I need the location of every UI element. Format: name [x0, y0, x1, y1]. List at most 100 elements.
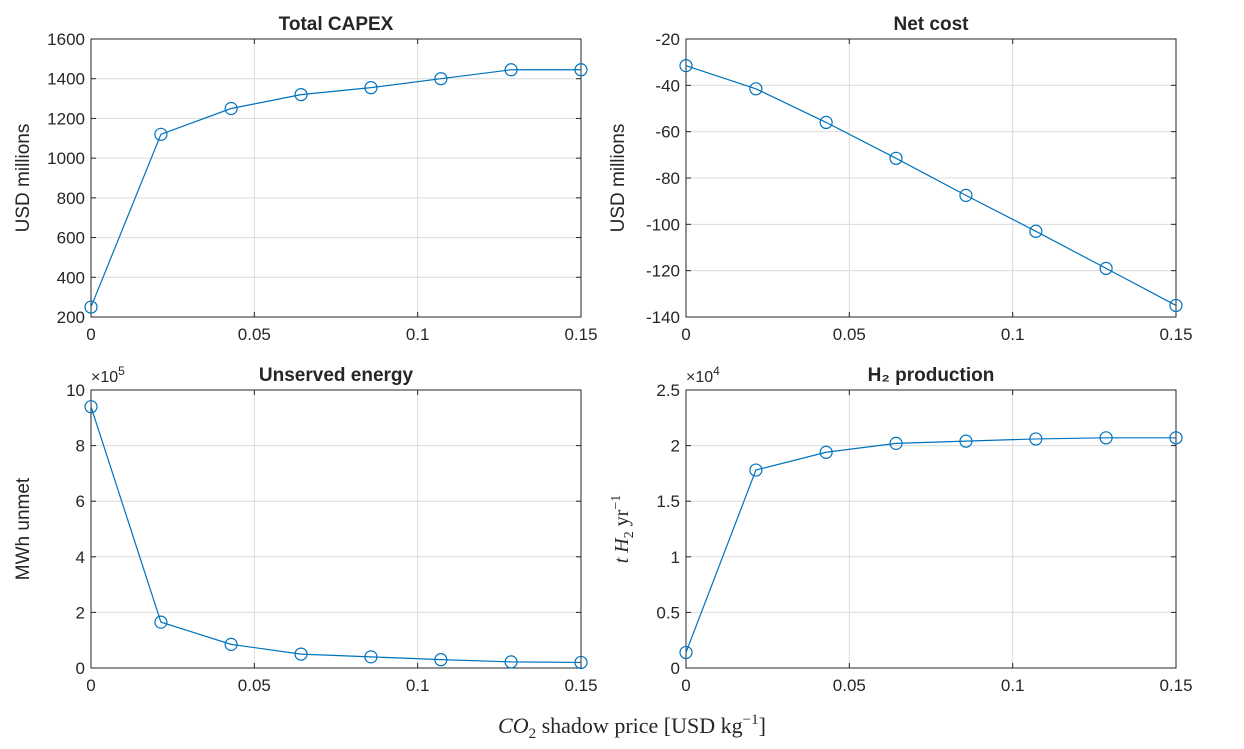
net-cost-ylabel: USD millions: [608, 124, 629, 233]
net-cost-ytick-label: -120: [646, 262, 680, 281]
unserved-energy-data-point: [504, 655, 518, 669]
capex-ytick-label: 1200: [47, 109, 85, 128]
capex-xtick-label: 0: [86, 325, 95, 344]
h2-production-xtick-label: 0.15: [1159, 676, 1192, 695]
capex-data-point: [84, 300, 98, 314]
net-cost-xtick-label: 0: [681, 325, 690, 344]
unserved-energy-ylabel: MWh unmet: [13, 477, 34, 580]
capex-ytick-label: 1400: [47, 70, 85, 89]
net-cost-data-point: [1029, 224, 1043, 238]
net-cost-ytick-label: -140: [646, 308, 680, 327]
net-cost-series-line: [685, 65, 1177, 306]
net-cost-data-point: [1169, 298, 1183, 313]
unserved-energy-title: Unserved energy: [259, 365, 414, 386]
capex-ytick-label: 400: [57, 268, 85, 287]
capex-plot-area: [91, 39, 581, 317]
net-cost-xtick-label: 0.05: [833, 325, 866, 344]
shared-x-axis-label: CO2 shadow price [USD kg−1]: [498, 712, 766, 742]
unserved-energy-ytick-label: 8: [76, 437, 85, 456]
h2-production-ytick-label: 1.5: [656, 492, 680, 511]
h2-production-data-point: [889, 436, 903, 450]
panel-unserved-energy: 0 0.05 0.1 0.15 0 2 4 6 8 10 Unserved energy MWh un…: [13, 364, 598, 695]
h2-production-ylabel: t H2 yr−1: [609, 495, 637, 564]
h2-production-data-point: [679, 645, 693, 660]
h2-production-ytick-label: 1: [671, 548, 680, 567]
capex-data-point: [224, 101, 238, 116]
unserved-energy-ytick-label: 4: [76, 548, 85, 567]
unserved-energy-xtick-label: 0.1: [406, 676, 430, 695]
capex-ytick-label: 600: [57, 229, 85, 248]
net-cost-data-point: [749, 82, 763, 96]
net-cost-data-point: [679, 59, 693, 73]
h2-production-xtick-label: 0.05: [833, 676, 866, 695]
capex-axes-box: [90, 38, 582, 318]
capex-ylabel: USD millions: [13, 124, 34, 233]
capex-xtick-label: 0.15: [564, 325, 597, 344]
h2-production-data-point: [819, 445, 833, 459]
net-cost-xtick-label: 0.15: [1159, 325, 1192, 344]
net-cost-data-point: [1099, 261, 1113, 275]
unserved-energy-data-point: [84, 400, 98, 414]
net-cost-title: Net cost: [894, 14, 970, 35]
capex-xtick-label: 0.05: [238, 325, 271, 344]
capex-xtick-label: 0.1: [406, 325, 430, 344]
unserved-energy-ytick-label: 0: [76, 659, 85, 678]
unserved-energy-ytick-label: 2: [76, 603, 85, 622]
h2-production-plot-area: [686, 390, 1176, 668]
h2-production-data-point: [1169, 431, 1183, 445]
capex-data-point: [574, 63, 588, 77]
h2-production-exponent-label: ×104: [686, 364, 720, 386]
capex-series-line: [90, 69, 581, 308]
unserved-energy-data-point: [294, 647, 308, 661]
net-cost-data-point: [889, 151, 903, 165]
unserved-energy-xtick-label: 0.05: [238, 676, 271, 695]
unserved-energy-xtick-label: 0.15: [564, 676, 597, 695]
capex-data-point: [154, 127, 168, 141]
capex-ytick-label: 1000: [47, 149, 85, 168]
h2-production-axes-box: [685, 389, 1177, 669]
h2-production-data-point: [749, 463, 763, 477]
unserved-energy-data-point: [154, 615, 168, 629]
net-cost-ytick-label: -60: [655, 123, 680, 142]
h2-production-data-point: [1099, 431, 1113, 445]
unserved-energy-exponent-label: ×105: [91, 364, 125, 386]
unserved-energy-series-line: [90, 406, 582, 664]
capex-data-point: [434, 72, 448, 86]
net-cost-data-point: [819, 115, 833, 130]
h2-production-ytick-label: 2.5: [656, 381, 680, 400]
net-cost-xtick-label: 0.1: [1001, 325, 1025, 344]
unserved-energy-ytick-label: 6: [76, 492, 85, 511]
h2-production-data-point: [959, 434, 973, 448]
capex-data-point: [364, 81, 378, 95]
h2-production-title: H₂ production: [868, 365, 995, 386]
h2-production-ytick-label: 0: [671, 659, 680, 678]
h2-production-ytick-label: 0.5: [656, 603, 680, 622]
net-cost-ytick-label: -40: [655, 76, 680, 95]
capex-title: Total CAPEX: [279, 14, 394, 35]
net-cost-ytick-label: -80: [655, 169, 680, 188]
h2-production-ytick-label: 2: [671, 437, 680, 456]
capex-ytick-label: 1600: [47, 30, 85, 49]
h2-production-data-point: [1029, 432, 1043, 446]
unserved-energy-plot-area: [91, 390, 581, 668]
panel-h2-production: 0 0.05 0.1 0.15 0 0.5 1 1.5 2 2.5 H₂ production t H…: [609, 364, 1193, 695]
panel-net-cost: 0 0.05 0.1 0.15 -140 -120 -100 -80 -60 -40 -20 Net …: [608, 14, 1193, 344]
unserved-energy-axes-box: [90, 389, 582, 669]
h2-production-xtick-label: 0.1: [1001, 676, 1025, 695]
unserved-energy-xtick-label: 0: [86, 676, 95, 695]
unserved-energy-data-point: [224, 637, 238, 651]
net-cost-ytick-label: -20: [655, 30, 680, 49]
panel-capex: 0 0.05 0.1 0.15 200 400 600 800 1000 1200 1400 1600…: [13, 14, 598, 344]
capex-ytick-label: 800: [57, 189, 85, 208]
h2-production-series-line: [685, 437, 1176, 653]
unserved-energy-data-point: [434, 653, 448, 667]
h2-production-xtick-label: 0: [681, 676, 690, 695]
net-cost-ytick-label: -100: [646, 215, 680, 234]
capex-data-point: [504, 63, 518, 77]
net-cost-data-point: [959, 188, 973, 202]
capex-data-point: [294, 87, 308, 102]
unserved-energy-ytick-label: 10: [66, 381, 85, 400]
unserved-energy-data-point: [364, 650, 378, 664]
unserved-energy-data-point: [574, 655, 588, 670]
